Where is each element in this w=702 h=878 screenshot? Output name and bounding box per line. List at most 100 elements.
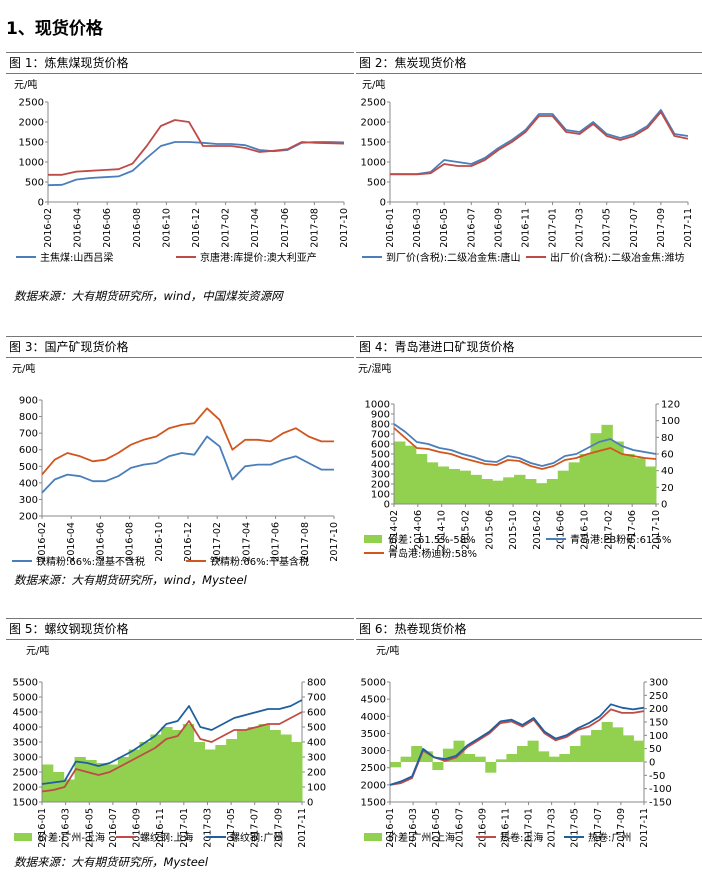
chart-title: 图 5：螺纹钢现货价格 [6,618,354,640]
y-tick-label: 4000 [13,723,38,734]
chart-panel-1: 图 1：炼焦煤现货价格 元/吨 0 500 1000 1500 2000 2500 2016-… [6,52,354,284]
x-tick-label: 2016-09 [477,808,488,848]
y-tick-label: 1500 [19,138,44,149]
chart-title: 图 6：热卷现货价格 [356,618,702,640]
spread-bar [623,454,635,504]
y-tick-label: 2000 [19,118,44,129]
y-tick-label: 500 [19,462,38,473]
x-tick-label: 2016-02 [37,522,48,562]
spread-bar [117,757,130,802]
y-tick-label: 900 [19,396,38,407]
spread-bar [464,754,476,762]
chart-panel-3: 图 3：国产矿现货价格 元/吨 200 300 400 500 600 700 800 900 2… [6,336,354,572]
spread-bar [182,724,195,802]
x-tick-label: 2017-11 [639,808,650,848]
legend-label: 主焦煤:山西吕梁 [40,251,113,264]
spread-bar [421,751,433,762]
x-tick-label: 2016-05 [439,208,450,248]
y-tick-label: 2500 [13,768,38,779]
y-tick-label: 3000 [13,753,38,764]
spread-bar [579,454,591,504]
y2-tick-label: 200 [307,768,326,779]
y2-tick-label: 800 [307,678,326,689]
y-tick-label: 2500 [361,763,386,774]
x-tick-label: 2017-01 [179,808,190,848]
spread-bar [215,745,227,802]
x-tick-label: 2016-12 [183,522,194,562]
spread-bar [470,474,482,504]
spread-bar [448,469,460,504]
x-tick-label: 2017-10 [651,510,662,550]
x-tick-label: 2017-07 [250,808,261,848]
import-ore-price-chart: 元/湿吨010020030040050060070080090010000204… [358,362,680,560]
y-tick-label: 0 [38,198,44,209]
spread-bar [411,746,423,762]
x-tick-label: 2014-06 [413,510,424,550]
y2-tick-label: 150 [649,718,668,729]
data-source-3: 数据来源：大有期货研究所，Mysteel [14,855,209,869]
chart-panel-2: 图 2：焦炭现货价格 元/吨 0 500 1000 1500 2000 2500 2016-0… [356,52,702,284]
y-tick-label: 1500 [361,798,386,809]
x-tick-label: 2014-10 [437,510,448,550]
x-tick-label: 2017-09 [616,808,627,848]
x-tick-label: 2016-06 [102,208,113,248]
y-tick-label: 5000 [361,678,386,689]
y-tick-label: 900 [371,410,390,421]
y2-tick-label: 300 [649,678,668,689]
x-tick-label: 2016-03 [412,208,423,248]
spread-bar [485,762,497,773]
spread-bar [601,722,613,762]
y-tick-label: 2000 [361,118,386,129]
series-line [41,711,303,793]
series-line [389,703,645,786]
y-axis-unit: 元/吨 [376,644,399,657]
spread-bar [590,433,602,504]
spread-bar [459,470,471,504]
spread-bar [400,756,412,762]
x-tick-label: 2016-07 [466,208,477,248]
spread-bar [548,756,560,762]
series-line [390,109,689,175]
series-line [41,435,334,494]
y-axis-unit: 元/吨 [14,78,37,91]
y2-tick-label: -100 [649,784,672,795]
x-tick-label: 2016-05 [431,808,442,848]
x-tick-label: 2017-09 [656,208,667,248]
spread-bar [161,727,173,802]
x-tick-label: 2014-02 [389,510,400,550]
legend-swatch [14,833,32,841]
spread-bar [503,477,515,504]
spread-bar [506,754,518,762]
y-tick-label: 800 [371,420,390,431]
y-tick-label: 400 [19,478,38,489]
x-tick-label: 2015-02 [460,510,471,550]
spread-bar [525,479,537,504]
y-axis-unit: 元/吨 [26,644,49,657]
spread-bar [569,746,581,762]
x-tick-label: 2017-06 [280,208,291,248]
y-tick-label: 500 [367,178,386,189]
x-tick-label: 2016-10 [161,208,172,248]
y2-tick-label: 100 [661,416,680,427]
x-tick-label: 2017-02 [603,510,614,550]
x-tick-label: 2017-03 [202,808,213,848]
data-source-1: 数据来源：大有期货研究所，wind，中国煤炭资源网 [14,289,283,303]
spread-bar [432,762,444,770]
y2-tick-label: 40 [661,466,674,477]
y-tick-label: 500 [25,178,44,189]
y-axis-unit: 元/湿吨 [358,362,391,375]
y-tick-label: 200 [19,512,38,523]
spread-bar [442,748,454,762]
y-tick-label: 5000 [13,693,38,704]
y2-tick-label: 300 [307,753,326,764]
spread-bar [495,759,507,762]
series-line [41,699,303,785]
spread-bar [538,751,550,762]
spread-bar [527,740,539,762]
spread-bar [453,740,465,762]
chart-title: 图 3：国产矿现货价格 [6,336,354,358]
series-line [48,119,345,176]
x-tick-label: 2017-05 [570,808,581,848]
spread-bar [139,742,151,802]
x-tick-label: 2017-06 [271,522,282,562]
